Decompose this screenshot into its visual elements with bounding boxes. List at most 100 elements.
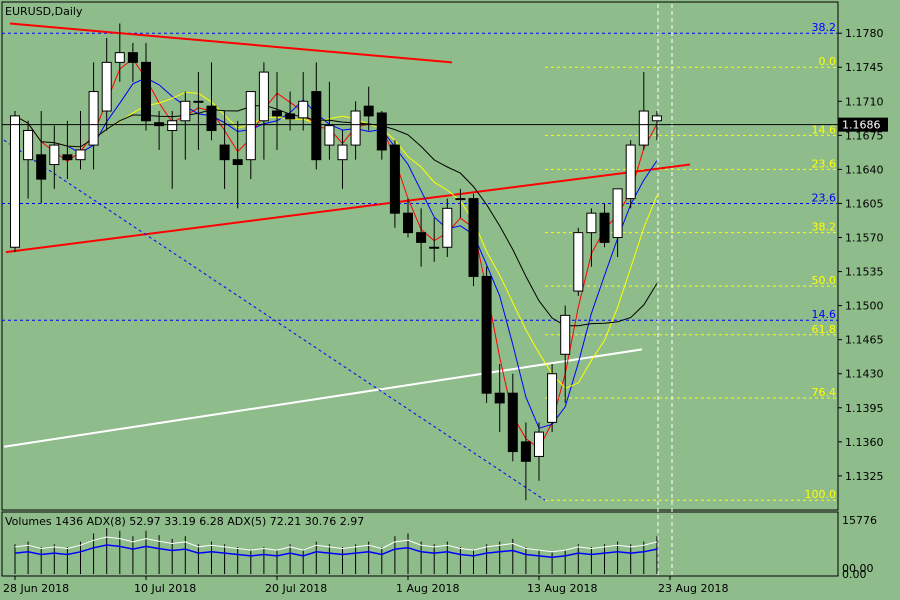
candle-body	[520, 441, 531, 462]
price-tick-label: 1.1640	[845, 163, 884, 176]
candle-body	[75, 149, 86, 161]
candle-body	[389, 144, 400, 214]
red-support-line	[5, 163, 691, 254]
candle-body	[468, 198, 479, 277]
ma-black-line	[14, 104, 658, 327]
level-label: 23.6	[812, 157, 837, 170]
indicator-tick-label: 0.00	[842, 568, 867, 581]
red-resistance-line	[9, 22, 453, 64]
level-label: 23.6	[812, 191, 837, 204]
time-tick-label: 10 Jul 2018	[134, 582, 196, 595]
candle-body	[23, 129, 34, 161]
level-label: 100.0	[805, 488, 837, 501]
candle-body	[507, 392, 518, 453]
candle-body	[599, 212, 610, 243]
main-panel-frame	[1, 1, 839, 511]
time-tick-label: 1 Aug 2018	[396, 582, 459, 595]
candle-body	[350, 110, 361, 146]
candle-body	[625, 144, 636, 200]
candle-body	[127, 52, 138, 63]
candle-body	[442, 207, 453, 248]
candle-body	[245, 91, 256, 161]
level-label: 38.2	[812, 221, 837, 234]
indicator-panel-frame	[1, 511, 839, 577]
moving-averages	[14, 58, 658, 450]
candle-body	[10, 115, 20, 248]
white-trend-line	[3, 348, 643, 448]
candle-body	[494, 392, 505, 404]
price-tick-label: 1.1570	[845, 232, 884, 245]
candles	[10, 23, 662, 501]
candle-body	[272, 110, 282, 117]
level-label: 14.6	[812, 308, 837, 321]
candle-body	[481, 275, 492, 394]
candle-body	[232, 159, 243, 166]
candle-body	[298, 100, 309, 119]
candle-body	[36, 154, 47, 180]
price-tick-label: 1.1325	[845, 470, 884, 483]
candle-body	[573, 232, 584, 292]
candle-body	[455, 198, 466, 201]
ma-red-line	[14, 58, 658, 450]
price-tick-label: 1.1675	[845, 129, 884, 142]
time-tick-label: 23 Aug 2018	[658, 582, 728, 595]
price-tick-label: 1.1535	[845, 266, 884, 279]
price-tick-label: 1.1500	[845, 300, 884, 313]
candle-body	[114, 52, 125, 63]
candle-body	[88, 91, 99, 146]
price-tick-label: 1.1710	[845, 95, 884, 108]
candle-body	[219, 144, 230, 161]
candle-body	[363, 105, 374, 117]
indicator-label: Volumes 1436 ADX(8) 52.97 33.19 6.28 ADX…	[5, 515, 364, 528]
indicator-tick-label: 00.00	[842, 562, 874, 575]
candle-body	[101, 61, 112, 112]
candle-body	[311, 91, 322, 161]
candle-body	[258, 71, 269, 122]
time-tick-label: 20 Jul 2018	[265, 582, 327, 595]
time-axis: 28 Jun 2018 10 Jul 2018 20 Jul 2018 1 Aug 2…	[3, 576, 728, 595]
candle-body	[651, 115, 662, 122]
price-tick-label: 1.1780	[845, 27, 884, 40]
level-label: 76.4	[812, 386, 837, 399]
trendlines	[3, 22, 691, 501]
candle-body	[586, 212, 597, 234]
price-tick-label: 1.1605	[845, 197, 884, 210]
candle-body	[547, 373, 558, 423]
level-label: 0.0	[819, 55, 837, 68]
price-tick-label: 1.1395	[845, 402, 884, 415]
candle-body	[416, 232, 427, 243]
current-price-label: 1.1686	[842, 119, 881, 132]
price-tick-label: 1.1430	[845, 368, 884, 381]
time-tick-label: 13 Aug 2018	[527, 582, 597, 595]
price-tick-label: 1.1465	[845, 334, 884, 347]
candle-body	[167, 120, 178, 131]
candle-body	[560, 314, 571, 355]
level-label: 14.6	[812, 123, 837, 136]
level-label: 38.2	[812, 21, 837, 34]
blue-dashed-channel-line	[3, 139, 546, 501]
level-label: 61.8	[812, 323, 837, 336]
time-tick-label: 28 Jun 2018	[3, 582, 69, 595]
candle-body	[324, 125, 335, 146]
price-tick-label: 1.1360	[845, 436, 884, 449]
candle-body	[180, 100, 191, 122]
volume-adx-panel: 15776 00.000.00	[14, 514, 877, 581]
candle-body	[376, 112, 387, 151]
current-price-marker: 1.1686	[2, 117, 888, 132]
symbol-label: EURUSD,Daily	[5, 5, 83, 18]
candle-body	[141, 61, 151, 122]
candle-body	[612, 188, 623, 239]
candle-body	[193, 100, 204, 103]
price-tick-label: 1.1745	[845, 61, 884, 74]
adx-blue-line	[14, 544, 658, 558]
adx-white-line	[14, 536, 658, 553]
ma-blue-line	[14, 77, 658, 429]
level-label: 50.0	[812, 274, 837, 287]
candle-body	[49, 144, 60, 166]
candle-body	[534, 431, 544, 457]
candle-body	[206, 105, 217, 131]
candle-body	[429, 246, 440, 249]
candle-body	[62, 154, 73, 161]
candle-body	[403, 212, 413, 234]
